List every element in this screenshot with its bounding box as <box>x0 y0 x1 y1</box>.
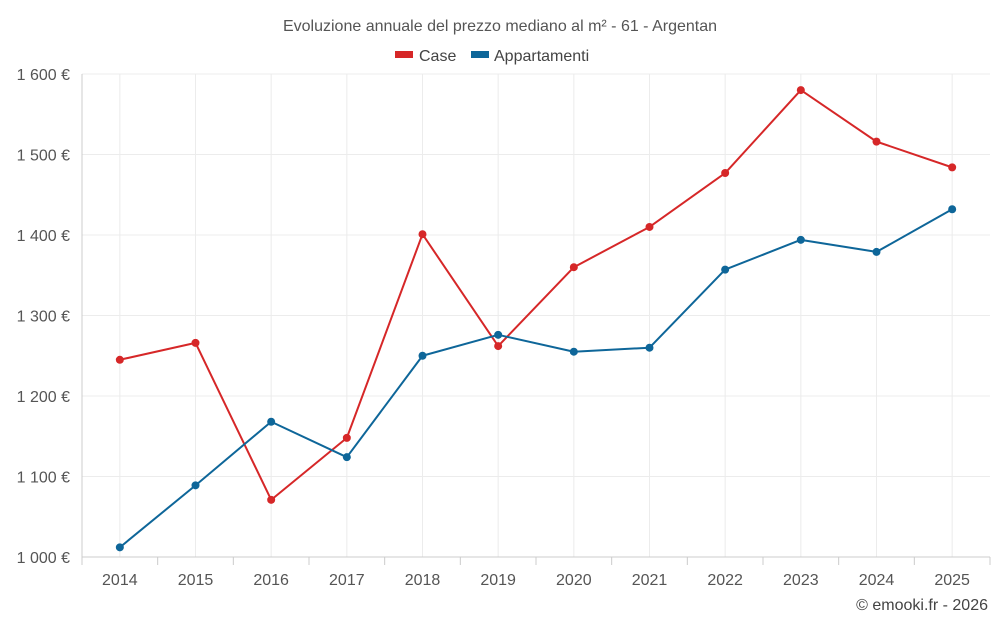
axes: 1 000 € 1 100 € 1 200 € 1 300 € 1 400 € 1 500… <box>17 67 991 589</box>
legend-label: Case <box>419 48 456 65</box>
data-point-case[interactable] <box>342 433 351 442</box>
data-point-appartamenti[interactable] <box>342 453 351 462</box>
y-tick-label: 1 400 € <box>17 228 70 245</box>
x-tick-label: 2014 <box>102 572 138 589</box>
x-tick-label: 2023 <box>783 572 819 589</box>
legend-swatch <box>471 51 489 58</box>
data-point-appartamenti[interactable] <box>418 351 427 360</box>
y-tick-label: 1 200 € <box>17 389 70 406</box>
legend-label: Appartamenti <box>494 48 589 65</box>
y-tick-label: 1 300 € <box>17 309 70 326</box>
x-tick-label: 2017 <box>329 572 365 589</box>
data-point-case[interactable] <box>721 169 730 178</box>
y-tick-label: 1 600 € <box>17 67 70 84</box>
data-point-appartamenti[interactable] <box>872 247 881 256</box>
data-point-case[interactable] <box>418 230 427 239</box>
series-line-appartamenti <box>119 208 953 549</box>
data-point-appartamenti[interactable] <box>191 481 200 490</box>
series-line-case <box>119 89 953 501</box>
data-point-case[interactable] <box>115 355 124 364</box>
data-point-appartamenti[interactable] <box>796 235 805 244</box>
x-tick-label: 2025 <box>934 572 970 589</box>
x-tick-label: 2020 <box>556 572 592 589</box>
data-point-case[interactable] <box>872 137 881 146</box>
data-point-case[interactable] <box>191 338 200 347</box>
grid <box>82 73 990 557</box>
data-point-case[interactable] <box>267 495 276 504</box>
y-tick-label: 1 000 € <box>17 550 70 567</box>
legend[interactable]: Case Appartamenti <box>395 48 589 65</box>
x-tick-label: 2015 <box>178 572 214 589</box>
y-tick-label: 1 500 € <box>17 148 70 165</box>
data-point-appartamenti[interactable] <box>115 543 124 552</box>
data-point-case[interactable] <box>494 342 503 351</box>
series-layer <box>115 86 957 552</box>
legend-item-case[interactable]: Case <box>395 48 456 65</box>
legend-swatch <box>395 51 413 58</box>
x-tick-label: 2016 <box>253 572 289 589</box>
chart-title: Evoluzione annuale del prezzo mediano al… <box>283 18 717 35</box>
legend-item-appartamenti[interactable]: Appartamenti <box>471 48 589 65</box>
data-point-case[interactable] <box>569 263 578 272</box>
x-tick-label: 2018 <box>405 572 441 589</box>
data-point-appartamenti[interactable] <box>569 347 578 356</box>
x-tick-label: 2024 <box>859 572 895 589</box>
data-point-appartamenti[interactable] <box>494 330 503 339</box>
y-tick-label: 1 100 € <box>17 470 70 487</box>
data-point-case[interactable] <box>796 86 805 95</box>
credit: © emooki.fr - 2026 <box>856 597 988 614</box>
x-tick-label: 2021 <box>632 572 668 589</box>
data-point-appartamenti[interactable] <box>645 343 654 352</box>
data-point-case[interactable] <box>645 222 654 231</box>
data-point-case[interactable] <box>948 163 957 172</box>
x-tick-label: 2019 <box>480 572 516 589</box>
x-tick-label: 2022 <box>707 572 743 589</box>
data-point-appartamenti[interactable] <box>948 205 957 214</box>
data-point-appartamenti[interactable] <box>721 265 730 274</box>
data-point-appartamenti[interactable] <box>267 417 276 426</box>
